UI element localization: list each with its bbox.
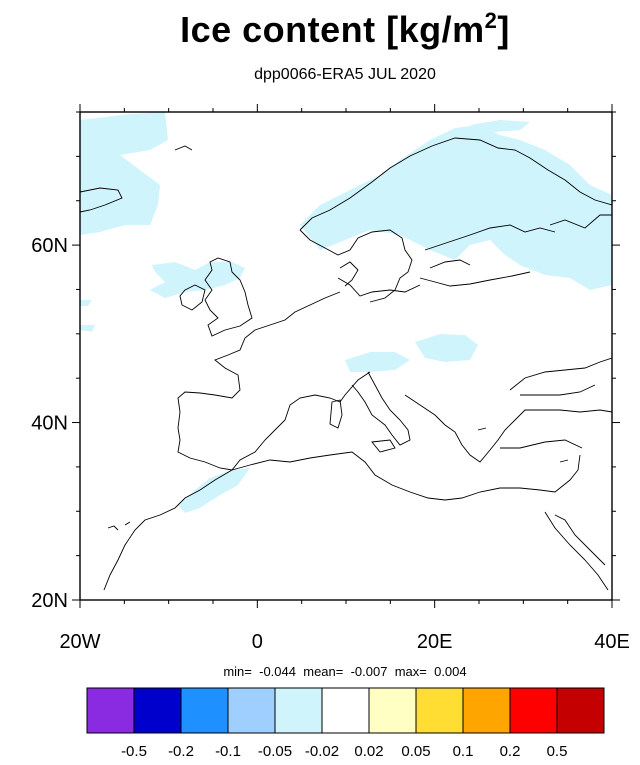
coastline-greenland [80,187,123,213]
lon-tick-label: 0 [252,631,263,653]
lat-tick-label: 40N [31,413,68,435]
colorbar-swatch [180,687,229,734]
coastline-baltic-south [337,277,421,297]
lat-tick-label: 60N [31,235,68,257]
colorbar-label: -0.5 [121,743,147,760]
coastline-balkans [404,394,612,463]
anomaly-region-atlantic [80,300,95,332]
map-title: Ice content [kg/m2] [180,8,510,50]
coastline-ireland [179,284,206,311]
colorbar-label: -0.02 [305,743,339,760]
colorbar-swatch [509,687,558,734]
coastline-sardinia [329,399,343,429]
anomaly-region-britain [150,262,245,298]
stat-mean-value: -0.007 [350,664,388,679]
anomaly-region-greenland-sea [80,112,168,235]
colorbar-swatch [86,687,135,734]
lat-tick-label: 20N [31,590,68,612]
colorbar-swatch [415,687,464,734]
coastline-italy [351,371,411,446]
stat-mean-label: mean= [303,664,344,679]
colorbar-label: 0.1 [453,743,474,760]
ice-anomaly-shading [80,112,612,513]
colorbar-swatch [556,687,605,734]
colorbar-swatch [133,687,182,734]
colorbar-label: -0.2 [168,743,194,760]
coastline-britain [204,257,253,337]
colorbar-label: -0.05 [258,743,292,760]
stat-min-value: -0.044 [259,664,296,679]
colorbar-swatch [274,687,323,734]
stat-min-label: min= [223,664,252,679]
colorbar-label: 0.02 [354,743,383,760]
coastline-turkey-south [500,439,583,449]
colorbar-swatch [368,687,417,734]
coastline-iceland [174,145,193,151]
map-ticks: 20W 0 20E 40E 20N 40N 60N [31,104,630,653]
lon-tick-label: 20W [59,631,100,653]
anomaly-region-barents [470,120,530,132]
coastline-finland-gulf [419,259,531,287]
coastline-western-europe [177,291,371,471]
coastline-north-africa [103,451,581,591]
coastline-sicily [371,439,396,453]
anomaly-region-north-africa [178,468,250,513]
stat-max-value: 0.004 [434,664,467,679]
lon-tick-label: 20E [417,631,453,653]
map-subtitle: dpp0066-ERA5 JUL 2020 [254,66,436,83]
coastline-denmark [339,261,359,287]
colorbar-swatch [462,687,511,734]
coastline-black-sea [509,357,612,396]
coastline-red-sea [544,511,609,591]
stats-line: min= -0.044 mean= -0.007 max= 0.004 [0,664,640,679]
anomaly-region-scandinavia [300,125,612,290]
lon-tick-label: 40E [594,631,630,653]
anomaly-region-central-europe [345,352,410,372]
anomaly-region-eastern-europe [415,334,478,362]
coastline-islands [107,427,569,531]
colorbar-label: 0.5 [547,743,568,760]
colorbar-label: 0.2 [500,743,521,760]
coastline-scandinavia [299,137,612,303]
colorbar-label: 0.05 [401,743,430,760]
coastlines [80,137,612,591]
colorbar-label: -0.1 [215,743,241,760]
colorbar-swatch [227,687,276,734]
colorbar-swatch [321,687,370,734]
stat-max-label: max= [394,664,427,679]
